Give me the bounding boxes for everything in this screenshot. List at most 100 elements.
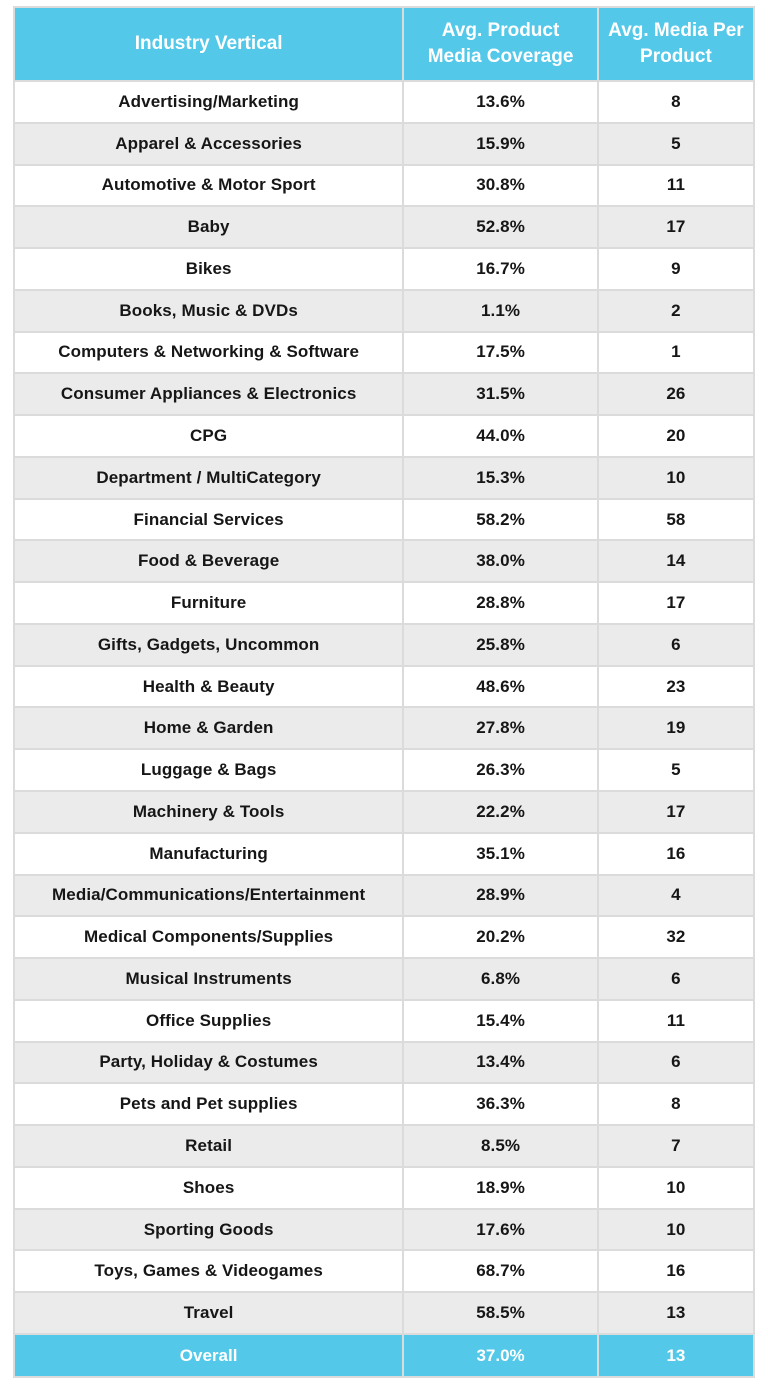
industry-media-table: Industry Vertical Avg. Product Media Cov…	[12, 6, 756, 1378]
media-per-product-cell: 5	[596, 748, 756, 793]
industry-vertical-cell: Consumer Appliances & Electronics	[12, 372, 405, 417]
coverage-cell: 17.6%	[402, 1207, 599, 1252]
industry-vertical-cell: Medical Components/Supplies	[12, 915, 405, 960]
table-row: Apparel & Accessories 15.9% 5	[12, 121, 756, 166]
media-per-product-cell: 26	[596, 372, 756, 417]
industry-vertical-cell: Automotive & Motor Sport	[12, 163, 405, 208]
industry-vertical-cell: Baby	[12, 205, 405, 250]
media-per-product-cell: 8	[596, 80, 756, 124]
industry-vertical-cell: Books, Music & DVDs	[12, 288, 405, 333]
coverage-cell: 25.8%	[402, 622, 599, 667]
media-per-product-cell: 17	[596, 205, 756, 250]
media-per-product-cell: 10	[596, 1165, 756, 1210]
table-row: Furniture 28.8% 17	[12, 581, 756, 625]
coverage-cell: 16.7%	[402, 247, 599, 291]
industry-vertical-cell: Furniture	[12, 581, 405, 625]
table-row: Party, Holiday & Costumes 13.4% 6	[12, 1040, 756, 1085]
media-per-product-cell: 10	[596, 455, 756, 500]
coverage-cell: 68.7%	[402, 1249, 599, 1294]
table-row: Gifts, Gadgets, Uncommon 25.8% 6	[12, 622, 756, 667]
media-per-product-cell: 20	[596, 414, 756, 458]
coverage-cell: 13.6%	[402, 80, 599, 124]
media-per-product-cell: 17	[596, 581, 756, 625]
table-row: Toys, Games & Videogames 68.7% 16	[12, 1249, 756, 1294]
coverage-cell: 44.0%	[402, 414, 599, 458]
industry-vertical-cell: Health & Beauty	[12, 664, 405, 709]
table-row: Advertising/Marketing 13.6% 8	[12, 80, 756, 124]
overall-media-cell: 13	[596, 1333, 756, 1378]
media-per-product-cell: 58	[596, 497, 756, 542]
overall-row: Overall 37.0% 13	[12, 1333, 756, 1378]
table-row: Sporting Goods 17.6% 10	[12, 1207, 756, 1252]
coverage-cell: 15.4%	[402, 998, 599, 1043]
media-per-product-cell: 19	[596, 706, 756, 751]
industry-vertical-cell: Manufacturing	[12, 831, 405, 876]
industry-vertical-cell: Department / MultiCategory	[12, 455, 405, 500]
coverage-cell: 8.5%	[402, 1124, 599, 1168]
coverage-cell: 27.8%	[402, 706, 599, 751]
table-row: Bikes 16.7% 9	[12, 247, 756, 291]
media-per-product-cell: 16	[596, 1249, 756, 1294]
table-row: Department / MultiCategory 15.3% 10	[12, 455, 756, 500]
coverage-cell: 38.0%	[402, 539, 599, 584]
table-row: Machinery & Tools 22.2% 17	[12, 790, 756, 834]
industry-vertical-cell: Office Supplies	[12, 998, 405, 1043]
table-row: CPG 44.0% 20	[12, 414, 756, 458]
media-per-product-cell: 2	[596, 288, 756, 333]
media-per-product-cell: 23	[596, 664, 756, 709]
media-per-product-cell: 7	[596, 1124, 756, 1168]
industry-vertical-cell: Party, Holiday & Costumes	[12, 1040, 405, 1085]
table-row: Travel 58.5% 13	[12, 1291, 756, 1335]
industry-vertical-cell: Food & Beverage	[12, 539, 405, 584]
industry-vertical-cell: Home & Garden	[12, 706, 405, 751]
coverage-cell: 58.2%	[402, 497, 599, 542]
media-per-product-cell: 8	[596, 1082, 756, 1127]
header-row: Industry Vertical Avg. Product Media Cov…	[12, 6, 756, 82]
industry-vertical-cell: Musical Instruments	[12, 957, 405, 1001]
media-per-product-cell: 6	[596, 1040, 756, 1085]
coverage-cell: 28.8%	[402, 581, 599, 625]
industry-vertical-cell: Advertising/Marketing	[12, 80, 405, 124]
media-per-product-cell: 1	[596, 330, 756, 375]
media-per-product-cell: 32	[596, 915, 756, 960]
coverage-cell: 6.8%	[402, 957, 599, 1001]
table-row: Food & Beverage 38.0% 14	[12, 539, 756, 584]
industry-vertical-cell: CPG	[12, 414, 405, 458]
coverage-cell: 35.1%	[402, 831, 599, 876]
industry-vertical-cell: Toys, Games & Videogames	[12, 1249, 405, 1294]
coverage-cell: 30.8%	[402, 163, 599, 208]
coverage-cell: 26.3%	[402, 748, 599, 793]
coverage-cell: 36.3%	[402, 1082, 599, 1127]
industry-vertical-cell: Travel	[12, 1291, 405, 1335]
industry-vertical-cell: Gifts, Gadgets, Uncommon	[12, 622, 405, 667]
media-per-product-cell: 17	[596, 790, 756, 834]
industry-vertical-cell: Media/Communications/Entertainment	[12, 873, 405, 918]
table-row: Manufacturing 35.1% 16	[12, 831, 756, 876]
industry-vertical-cell: Pets and Pet supplies	[12, 1082, 405, 1127]
column-header-avg-product-media-coverage: Avg. Product Media Coverage	[402, 6, 599, 82]
data-table: Industry Vertical Avg. Product Media Cov…	[12, 6, 756, 1378]
coverage-cell: 17.5%	[402, 330, 599, 375]
industry-vertical-cell: Sporting Goods	[12, 1207, 405, 1252]
table-body: Advertising/Marketing 13.6% 8 Apparel & Acc…	[12, 80, 756, 1335]
table-row: Shoes 18.9% 10	[12, 1165, 756, 1210]
coverage-cell: 18.9%	[402, 1165, 599, 1210]
table-row: Retail 8.5% 7	[12, 1124, 756, 1168]
table-row: Musical Instruments 6.8% 6	[12, 957, 756, 1001]
table-row: Computers & Networking & Software 17.5% 1	[12, 330, 756, 375]
column-header-industry-vertical: Industry Vertical	[12, 6, 405, 82]
table-row: Home & Garden 27.8% 19	[12, 706, 756, 751]
table-row: Medical Components/Supplies 20.2% 32	[12, 915, 756, 960]
industry-vertical-cell: Financial Services	[12, 497, 405, 542]
coverage-cell: 1.1%	[402, 288, 599, 333]
media-per-product-cell: 6	[596, 622, 756, 667]
media-per-product-cell: 11	[596, 998, 756, 1043]
column-header-avg-media-per-product: Avg. Media Per Product	[596, 6, 756, 82]
media-per-product-cell: 9	[596, 247, 756, 291]
coverage-cell: 22.2%	[402, 790, 599, 834]
industry-vertical-cell: Retail	[12, 1124, 405, 1168]
media-per-product-cell: 4	[596, 873, 756, 918]
media-per-product-cell: 11	[596, 163, 756, 208]
industry-vertical-cell: Luggage & Bags	[12, 748, 405, 793]
table-header: Industry Vertical Avg. Product Media Cov…	[12, 6, 756, 82]
